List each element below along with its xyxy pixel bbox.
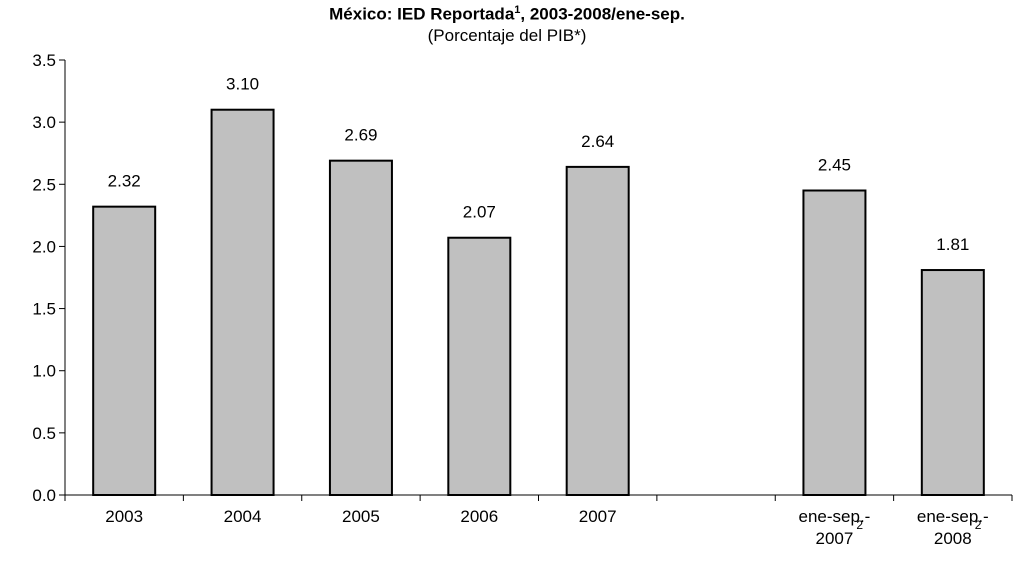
- y-tick-label: 2.0: [32, 237, 56, 256]
- x-tick-label: 2007: [579, 507, 617, 526]
- bar: [328, 159, 393, 497]
- x-tick-label-line2: 2007: [816, 529, 854, 548]
- chart-title-suffix: , 2003-2008/ene-sep.: [520, 4, 685, 24]
- y-tick-label: 3.0: [32, 113, 56, 132]
- chart-title-text: México: IED Reportada: [329, 4, 515, 24]
- chart-subtitle: (Porcentaje del PIB*): [427, 26, 587, 45]
- bar: [920, 269, 985, 496]
- x-tick-label: 2006: [460, 507, 498, 526]
- data-label: 2.69: [344, 126, 377, 145]
- data-label: 1.81: [936, 235, 969, 254]
- data-label: 2.32: [108, 172, 141, 191]
- data-label: 2.64: [581, 132, 614, 151]
- x-tick-label: 2005: [342, 507, 380, 526]
- x-tick-label-line2: 2008: [934, 529, 972, 548]
- y-tick-label: 2.5: [32, 175, 56, 194]
- x-tick-label: 2003: [105, 507, 143, 526]
- y-tick-label: 1.0: [32, 362, 56, 381]
- bar: [447, 236, 512, 496]
- x-tick-footnote: 2: [975, 518, 982, 532]
- bar: [92, 205, 157, 497]
- y-tick-label: 1.5: [32, 300, 56, 319]
- y-tick-label: 0.5: [32, 424, 56, 443]
- bar: [210, 108, 275, 496]
- bar: [802, 189, 867, 496]
- x-tick-label: 2004: [224, 507, 262, 526]
- chart-title-footnote: 1: [514, 4, 521, 16]
- data-label: 3.10: [226, 75, 259, 94]
- bar: [565, 165, 630, 496]
- chart-title: México: IED Reportada1, 2003-2008/ene-se…: [0, 4, 1014, 25]
- data-label: 2.07: [463, 203, 496, 222]
- y-tick-label: 3.5: [32, 51, 56, 70]
- x-tick-footnote: 2: [856, 518, 863, 532]
- y-tick-label: 0.0: [32, 486, 56, 505]
- data-label: 2.45: [818, 156, 851, 175]
